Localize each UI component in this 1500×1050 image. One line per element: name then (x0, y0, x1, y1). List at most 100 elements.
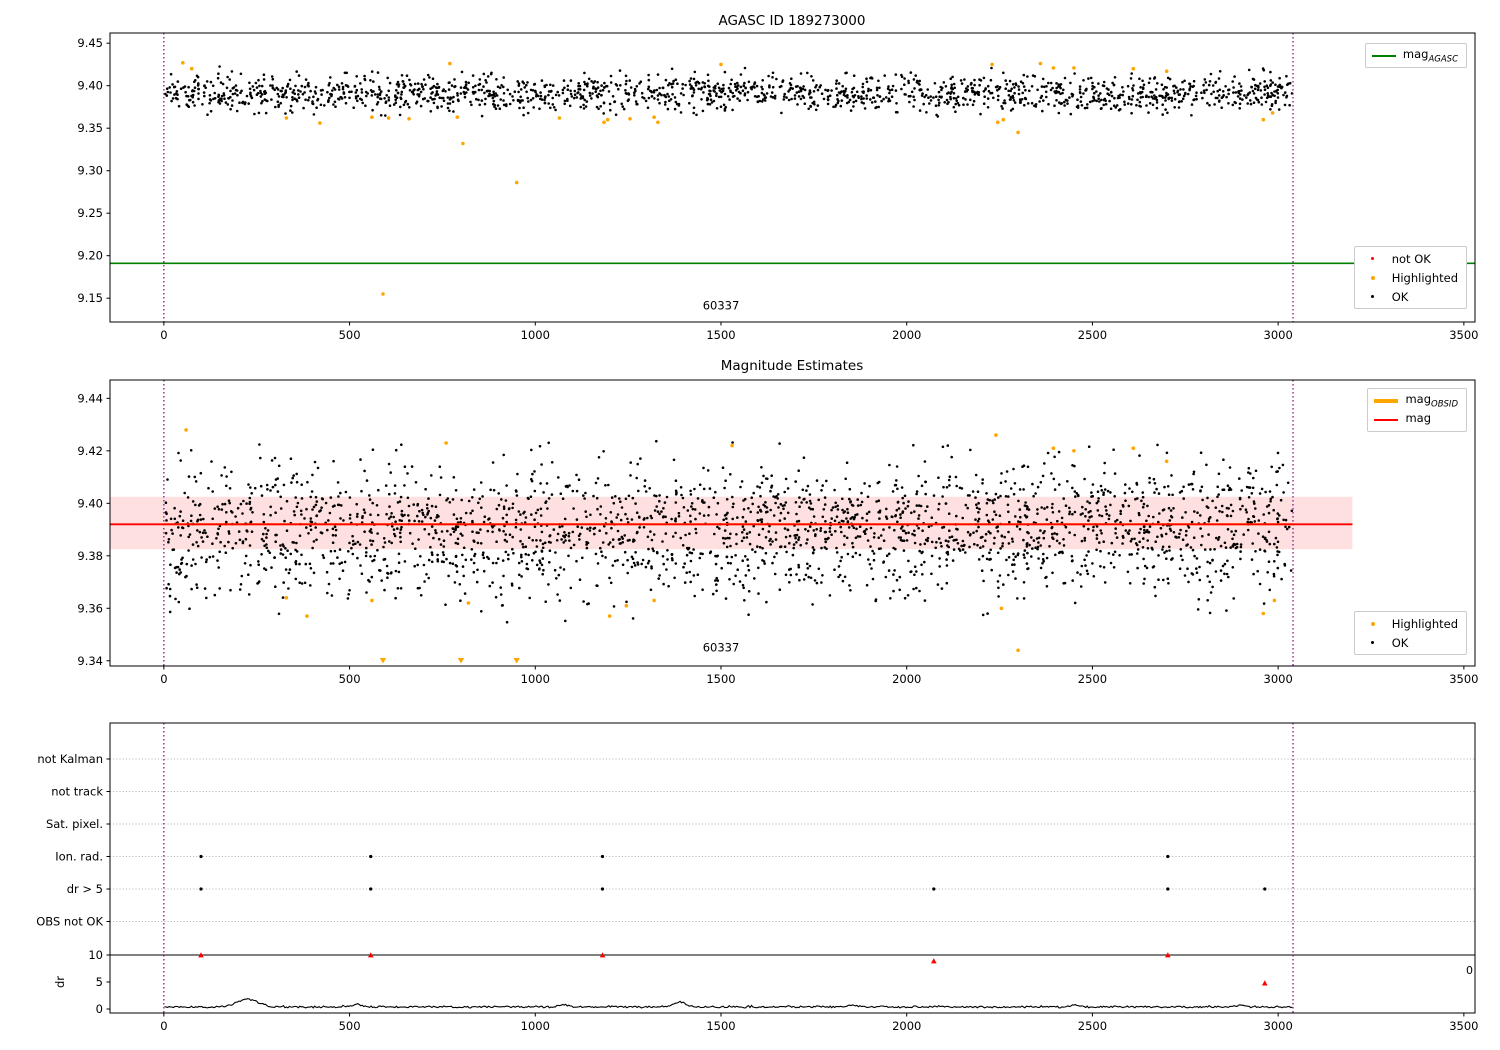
y-tick-label: 9.44 (77, 391, 103, 405)
flag-category-label: Sat. pixel. (46, 817, 103, 831)
y-tick-label: 9.40 (77, 496, 103, 510)
flag-category-label: not track (51, 785, 103, 799)
legend-label-ok: OK (1391, 289, 1409, 304)
legend-label-sub: AGASC (1428, 54, 1458, 65)
x-tick-label: 1500 (706, 328, 735, 342)
dr-tick-label: 10 (88, 948, 103, 962)
legend-label-sub: OBSID (1431, 399, 1458, 410)
dr-tick-label: 5 (96, 975, 103, 989)
y-tick-label: 9.30 (77, 164, 103, 178)
plot1-title: AGASC ID 189273000 (718, 13, 866, 29)
legend-label-main: mag (1405, 391, 1432, 406)
legend-entry-highlighted: Highlighted (1361, 616, 1458, 631)
x-tick-label: 2000 (892, 1019, 921, 1033)
x-tick-label: 0 (160, 328, 167, 342)
ok-marker-swatch (1361, 295, 1385, 298)
x-tick-label: 500 (339, 672, 361, 686)
legend-plot2-points: Highlighted OK (1353, 611, 1467, 655)
black-dot-swatch (1371, 295, 1375, 298)
red-dot-swatch (1371, 257, 1375, 260)
axes-spine (109, 379, 1476, 667)
x-tick-label: 1500 (706, 1019, 735, 1033)
legend-entry-mag-obsid: magOBSID (1374, 392, 1458, 409)
x-tick-label: 2500 (1078, 328, 1107, 342)
orange-line-swatch (1374, 398, 1399, 403)
axes-spine (109, 32, 1476, 323)
clipped-low-marker (457, 657, 465, 664)
x-tick-label: 1000 (521, 1019, 550, 1033)
legend-mag-lines: magOBSID mag (1367, 388, 1467, 432)
flag-category-label: not Kalman (37, 752, 103, 766)
obsid-label: 60337 (703, 641, 740, 655)
legend-mag-agasc: magAGASC (1364, 43, 1467, 68)
x-tick-label: 1000 (521, 672, 550, 686)
highlighted-points (181, 61, 1275, 296)
y-tick-label: 9.25 (77, 206, 103, 220)
legend-label-mag-agasc: magAGASC (1403, 47, 1458, 64)
dr-line (164, 998, 1293, 1009)
legend-label-mag-obsid: magOBSID (1405, 392, 1458, 409)
magnitude-estimates-plot: 0 500 1000 1500 2000 2500 3000 3500 9.44 9.42 9.40… (77, 379, 1478, 686)
mag-line-swatch (1374, 418, 1399, 421)
flag-category-label: Ion. rad. (55, 850, 103, 864)
dr-outlier-markers (198, 952, 1268, 986)
clipped-low-marker (513, 657, 520, 664)
legend-label-highlighted: Highlighted (1391, 616, 1458, 631)
ok-points (164, 65, 1294, 118)
highlighted-marker-swatch (1361, 275, 1385, 280)
right-zero-label: 0 (1466, 964, 1473, 977)
orange-dot-swatch (1370, 275, 1375, 280)
x-tick-label: 500 (339, 328, 361, 342)
x-tick-label: 3000 (1264, 328, 1293, 342)
legend-label-main: mag (1402, 46, 1429, 61)
y-tick-label: 9.42 (77, 444, 103, 458)
x-tick-label: 1500 (706, 672, 735, 686)
mag-agasc-line-swatch (1371, 54, 1396, 57)
dr-axis-label: dr (53, 976, 67, 988)
legend-label-main: mag (1405, 410, 1432, 425)
green-line-swatch (1371, 54, 1396, 57)
flag-category-label: OBS not OK (36, 915, 103, 929)
mag-obsid-line-swatch (1374, 398, 1399, 403)
plot2-title: Magnitude Estimates (720, 358, 864, 374)
x-tick-label: 0 (160, 1019, 167, 1033)
x-tick-label: 1000 (521, 328, 550, 342)
highlighted-points (184, 428, 1277, 664)
x-tick-label: 2500 (1078, 1019, 1107, 1033)
red-line-swatch (1374, 418, 1399, 421)
legend-label-not-ok: not OK (1391, 251, 1431, 266)
y-tick-label: 9.35 (77, 121, 103, 135)
obsid-label: 60337 (703, 298, 740, 312)
black-dot-swatch (1371, 641, 1375, 644)
x-tick-label: 3500 (1449, 672, 1478, 686)
y-tick-label: 9.15 (77, 291, 103, 305)
y-tick-label: 9.20 (77, 249, 103, 263)
y-tick-label: 9.45 (77, 36, 103, 50)
x-tick-label: 2500 (1078, 672, 1107, 686)
x-tick-label: 3500 (1449, 1019, 1478, 1033)
x-tick-label: 2000 (892, 328, 921, 342)
y-tick-label: 9.34 (77, 654, 103, 668)
legend-entry-ok: OK (1361, 635, 1458, 650)
flag-points (199, 854, 1267, 891)
ok-points (164, 439, 1294, 624)
flag-category-label: dr > 5 (67, 882, 103, 896)
dr-tick-label: 0 (96, 1002, 103, 1016)
x-tick-label: 3000 (1264, 1019, 1293, 1033)
legend-entry-highlighted: Highlighted (1361, 270, 1458, 285)
quality-flags-plot: not Kalman not track Sat. pixel. Ion. rad. d… (36, 722, 1478, 1033)
legend-label-ok: OK (1391, 635, 1409, 650)
x-tick-label: 3000 (1264, 672, 1293, 686)
not-ok-marker-swatch (1361, 257, 1385, 260)
legend-label-highlighted: Highlighted (1391, 270, 1458, 285)
ok-marker-swatch (1361, 641, 1385, 644)
x-tick-label: 2000 (892, 672, 921, 686)
y-tick-label: 9.36 (77, 601, 103, 615)
agasc-mag-plot: 0 500 1000 1500 2000 2500 3000 3500 9.45 9.40 9.35… (77, 32, 1478, 342)
clipped-low-marker (379, 657, 387, 664)
x-tick-label: 0 (160, 672, 167, 686)
axes-spine (109, 722, 1476, 1014)
legend-entry-ok: OK (1361, 289, 1458, 304)
mag-uncertainty-band (110, 496, 1353, 550)
